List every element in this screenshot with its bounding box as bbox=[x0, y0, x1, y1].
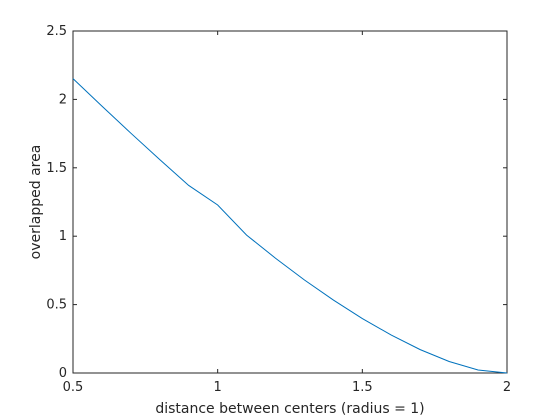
x-tick-label: 0.5 bbox=[63, 380, 84, 395]
y-axis-ticks: 0 0.5 1 1.5 2 2.5 bbox=[46, 24, 507, 381]
x-tick-label: 1.5 bbox=[352, 380, 373, 395]
series-layer bbox=[72, 78, 508, 374]
x-tick-label: 1 bbox=[214, 380, 222, 395]
x-axis-label: distance between centers (radius = 1) bbox=[155, 401, 424, 417]
overlap-area-line bbox=[72, 78, 508, 374]
y-tick-label: 0 bbox=[59, 366, 67, 381]
x-axis-ticks: 0.5 1 1.5 2 bbox=[63, 31, 511, 395]
plot-area bbox=[72, 30, 508, 374]
y-tick-label: 1.5 bbox=[46, 161, 67, 176]
y-axis-label: overlapped area bbox=[28, 145, 44, 260]
y-tick-label: 2 bbox=[59, 92, 67, 107]
y-tick-label: 1 bbox=[59, 229, 67, 244]
y-tick-label: 0.5 bbox=[46, 298, 67, 313]
x-tick-label: 2 bbox=[503, 380, 511, 395]
y-tick-label: 2.5 bbox=[46, 24, 67, 39]
